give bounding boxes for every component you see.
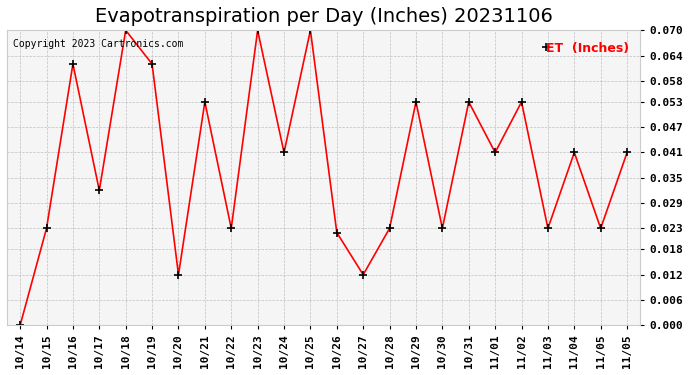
Title: Evapotranspiration per Day (Inches) 20231106: Evapotranspiration per Day (Inches) 2023… xyxy=(95,7,553,26)
Legend: ET  (Inches): ET (Inches) xyxy=(541,36,634,60)
ET  (Inches) xyxy=(359,273,367,277)
ET  (Inches) xyxy=(148,62,156,66)
ET  (Inches) xyxy=(597,226,605,231)
ET  (Inches) xyxy=(306,28,315,33)
ET  (Inches) xyxy=(16,323,24,327)
ET  (Inches) xyxy=(175,273,183,277)
ET  (Inches) xyxy=(412,100,420,104)
ET  (Inches) xyxy=(570,150,578,155)
Text: Copyright 2023 Cartronics.com: Copyright 2023 Cartronics.com xyxy=(13,39,184,49)
ET  (Inches) xyxy=(201,100,209,104)
Line: ET  (Inches): ET (Inches) xyxy=(16,26,631,330)
ET  (Inches) xyxy=(464,100,473,104)
ET  (Inches) xyxy=(253,28,262,33)
ET  (Inches) xyxy=(386,226,394,231)
ET  (Inches) xyxy=(491,150,500,155)
ET  (Inches) xyxy=(544,226,552,231)
ET  (Inches) xyxy=(518,100,526,104)
ET  (Inches) xyxy=(227,226,235,231)
ET  (Inches) xyxy=(438,226,446,231)
ET  (Inches) xyxy=(95,188,104,193)
ET  (Inches) xyxy=(333,230,341,235)
ET  (Inches) xyxy=(69,62,77,66)
ET  (Inches) xyxy=(280,150,288,155)
ET  (Inches) xyxy=(121,28,130,33)
ET  (Inches) xyxy=(623,150,631,155)
ET  (Inches) xyxy=(42,226,50,231)
